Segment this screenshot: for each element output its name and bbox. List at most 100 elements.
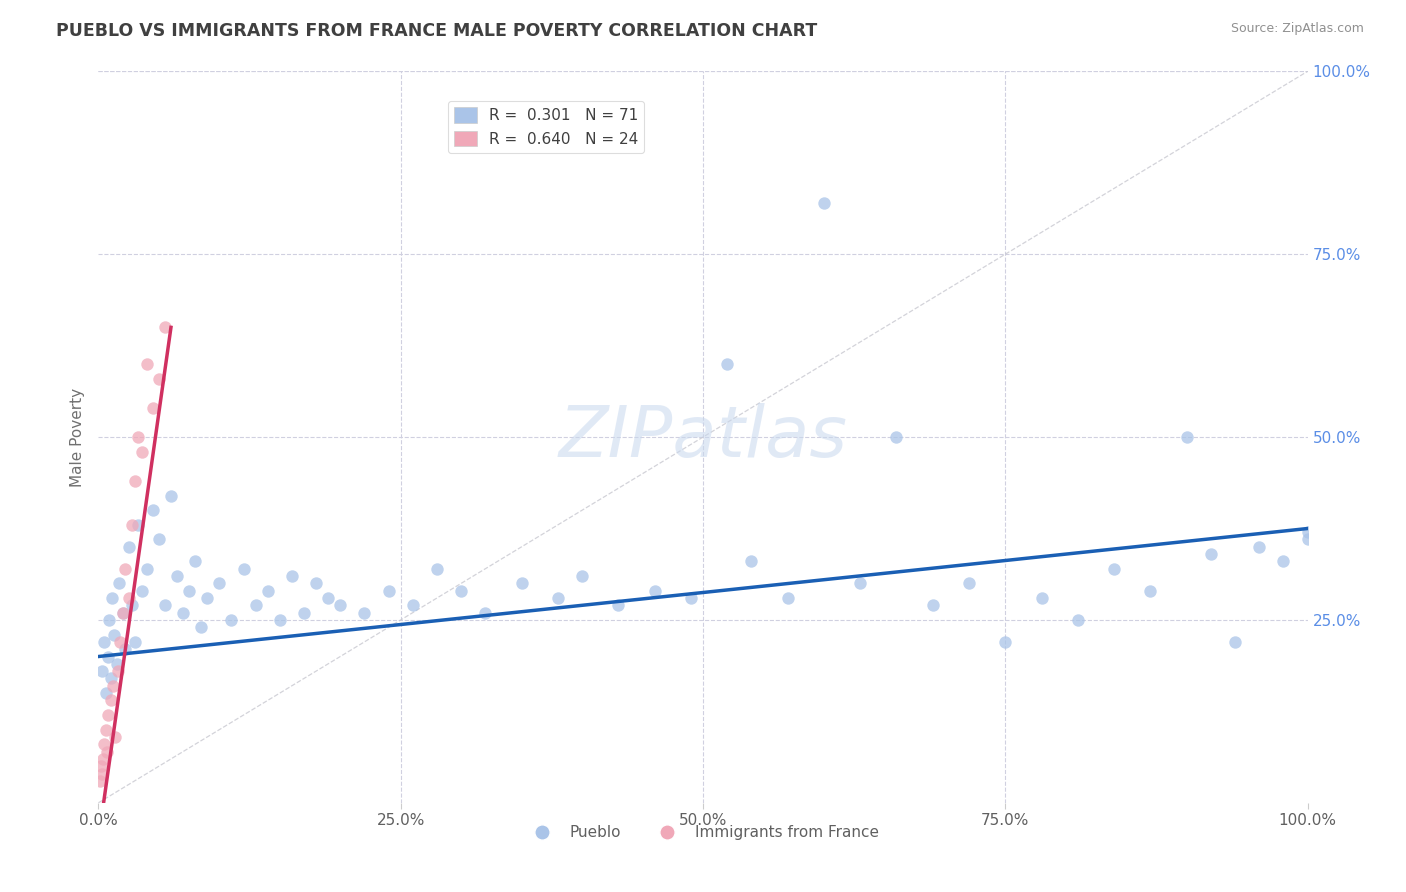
Point bbox=[153, 599, 176, 613]
Point bbox=[886, 430, 908, 444]
Point bbox=[148, 533, 170, 547]
Point bbox=[89, 773, 111, 788]
Point bbox=[1223, 635, 1246, 649]
Point bbox=[127, 430, 149, 444]
Point bbox=[849, 576, 872, 591]
Point bbox=[118, 540, 141, 554]
Point bbox=[91, 664, 114, 678]
Point bbox=[103, 627, 125, 641]
Point bbox=[91, 766, 114, 780]
Point bbox=[135, 357, 157, 371]
Point bbox=[474, 606, 496, 620]
Text: PUEBLO VS IMMIGRANTS FROM FRANCE MALE POVERTY CORRELATION CHART: PUEBLO VS IMMIGRANTS FROM FRANCE MALE PO… bbox=[56, 22, 817, 40]
Point bbox=[607, 599, 630, 613]
Point bbox=[679, 591, 702, 605]
Point bbox=[547, 591, 569, 605]
Point bbox=[111, 606, 134, 620]
Y-axis label: Male Poverty: Male Poverty bbox=[70, 387, 86, 487]
Point bbox=[292, 606, 315, 620]
Point bbox=[104, 730, 127, 744]
Point bbox=[121, 517, 143, 532]
Point bbox=[190, 620, 212, 634]
Point bbox=[1296, 525, 1319, 540]
Point bbox=[813, 196, 835, 211]
Point bbox=[121, 599, 143, 613]
Point bbox=[93, 635, 115, 649]
Point bbox=[153, 320, 176, 334]
Point bbox=[184, 554, 207, 568]
Point bbox=[195, 591, 218, 605]
Point bbox=[114, 642, 136, 657]
Point bbox=[96, 745, 118, 759]
Point bbox=[124, 474, 146, 488]
Point bbox=[1102, 562, 1125, 576]
Legend: Pueblo, Immigrants from France: Pueblo, Immigrants from France bbox=[522, 819, 884, 847]
Point bbox=[148, 371, 170, 385]
Point bbox=[127, 517, 149, 532]
Point bbox=[426, 562, 449, 576]
Point bbox=[97, 708, 120, 723]
Point bbox=[740, 554, 762, 568]
Point bbox=[114, 562, 136, 576]
Point bbox=[166, 569, 188, 583]
Point bbox=[100, 672, 122, 686]
Point bbox=[1139, 583, 1161, 598]
Point bbox=[91, 752, 114, 766]
Point bbox=[1175, 430, 1198, 444]
Point bbox=[221, 613, 243, 627]
Point bbox=[94, 686, 117, 700]
Point bbox=[232, 562, 254, 576]
Point bbox=[269, 613, 291, 627]
Point bbox=[281, 569, 304, 583]
Point bbox=[450, 583, 472, 598]
Point bbox=[716, 357, 738, 371]
Point bbox=[316, 591, 339, 605]
Point bbox=[644, 583, 666, 598]
Point bbox=[172, 606, 194, 620]
Point bbox=[921, 599, 943, 613]
Point bbox=[994, 635, 1017, 649]
Point bbox=[93, 737, 115, 751]
Point bbox=[108, 635, 131, 649]
Point bbox=[776, 591, 799, 605]
Point bbox=[124, 635, 146, 649]
Point bbox=[1272, 554, 1295, 568]
Point bbox=[179, 583, 201, 598]
Point bbox=[98, 613, 121, 627]
Point bbox=[256, 583, 278, 598]
Point bbox=[111, 606, 134, 620]
Point bbox=[402, 599, 425, 613]
Point bbox=[131, 444, 153, 458]
Point bbox=[957, 576, 980, 591]
Point bbox=[377, 583, 399, 598]
Text: ZIPatlas: ZIPatlas bbox=[558, 402, 848, 472]
Point bbox=[245, 599, 267, 613]
Point bbox=[105, 657, 128, 671]
Point bbox=[353, 606, 375, 620]
Point bbox=[107, 664, 129, 678]
Point bbox=[571, 569, 593, 583]
Point bbox=[100, 591, 122, 605]
Point bbox=[1031, 591, 1053, 605]
Point bbox=[208, 576, 231, 591]
Point bbox=[142, 401, 165, 415]
Point bbox=[101, 679, 124, 693]
Point bbox=[329, 599, 352, 613]
Point bbox=[97, 649, 120, 664]
Point bbox=[1296, 533, 1319, 547]
Point bbox=[510, 576, 533, 591]
Point bbox=[135, 562, 157, 576]
Point bbox=[1199, 547, 1222, 561]
Point bbox=[100, 693, 122, 707]
Point bbox=[305, 576, 328, 591]
Point bbox=[118, 591, 141, 605]
Point bbox=[94, 723, 117, 737]
Point bbox=[160, 489, 183, 503]
Point bbox=[108, 576, 131, 591]
Point bbox=[1249, 540, 1271, 554]
Point bbox=[131, 583, 153, 598]
Text: Source: ZipAtlas.com: Source: ZipAtlas.com bbox=[1230, 22, 1364, 36]
Point bbox=[142, 503, 165, 517]
Point bbox=[1067, 613, 1090, 627]
Point bbox=[90, 759, 112, 773]
